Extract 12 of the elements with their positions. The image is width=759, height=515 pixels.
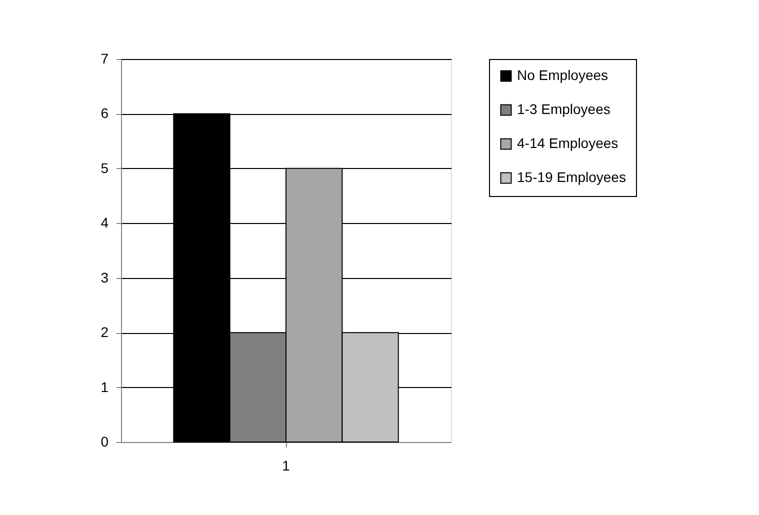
- y-tick-label: 4: [100, 214, 109, 231]
- y-tick-label: 7: [100, 50, 109, 66]
- legend-label: 1-3 Employees: [517, 101, 610, 117]
- y-tick-label: 2: [100, 324, 109, 340]
- legend-label: 15-19 Employees: [517, 169, 626, 185]
- y-tick-label: 5: [100, 160, 109, 176]
- legend-label: No Employees: [517, 67, 608, 83]
- y-tick-label: 3: [100, 269, 109, 286]
- y-tick-label: 1: [100, 378, 109, 395]
- legend-label: 4-14 Employees: [517, 135, 618, 151]
- y-tick-label: 6: [100, 105, 109, 122]
- y-tick-label: 0: [100, 434, 109, 450]
